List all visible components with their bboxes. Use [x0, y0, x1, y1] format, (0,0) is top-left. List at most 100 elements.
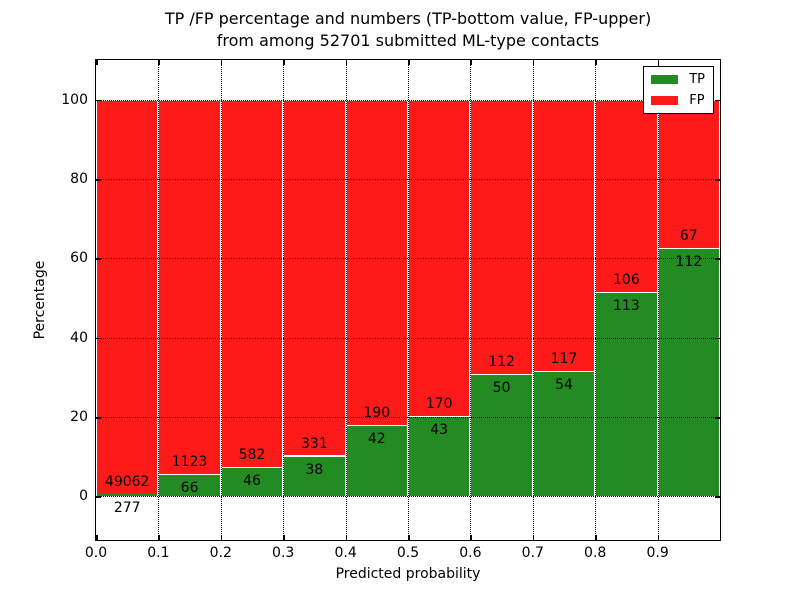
- tp-count-label-7: 54: [555, 377, 573, 394]
- gridline-y-0: [96, 496, 720, 498]
- x-tick-label-0.0: 0.0: [84, 545, 108, 561]
- y-tick-label-40: 40: [70, 329, 88, 346]
- gridline-x-0.1: [158, 60, 160, 540]
- bar-tp-2: [220, 467, 284, 497]
- ytick-right-100: [715, 99, 720, 102]
- bar-tp-4: [345, 424, 408, 497]
- y-tick-label-60: 60: [70, 250, 88, 267]
- legend-swatch-fp: [651, 96, 679, 105]
- x-tick-label-0.5: 0.5: [396, 545, 420, 561]
- xtick-top-0.2: [220, 60, 223, 65]
- bar-fp-9: [657, 99, 720, 249]
- legend-label-tp: TP: [689, 72, 705, 87]
- xtick-bottom-0.5: [408, 535, 410, 540]
- ytick-right-0: [715, 496, 720, 498]
- bar-tp-7: [532, 371, 596, 497]
- fp-count-label-7: 117: [550, 351, 578, 368]
- x-tick-label-0.8: 0.8: [584, 545, 607, 561]
- ytick-left-80: [96, 179, 101, 181]
- gridline-x-0.6: [470, 60, 472, 540]
- bar-fp-3: [283, 99, 346, 456]
- tp-count-label-1: 66: [180, 480, 199, 497]
- xtick-top-0.3: [283, 60, 285, 65]
- x-tick-label-0.4: 0.4: [334, 545, 357, 561]
- ytick-right-80: [715, 179, 720, 181]
- gridline-x-0.7: [532, 60, 534, 540]
- xtick-top-0.8: [595, 60, 597, 65]
- gridline-x-0.2: [220, 60, 222, 540]
- chart-title: TP /FP percentage and numbers (TP-bottom…: [96, 8, 720, 52]
- bar-fp-1: [158, 99, 221, 475]
- xtick-bottom-0.0: [96, 535, 98, 540]
- x-tick-label-0.2: 0.2: [209, 545, 232, 561]
- xtick-bottom-0.4: [345, 535, 348, 540]
- fp-count-label-1: 1123: [171, 454, 208, 471]
- bar-fp-0: [96, 99, 159, 495]
- legend-entry-fp: FP: [651, 93, 705, 108]
- gridline-y-20: [96, 417, 720, 419]
- xtick-top-0.9: [657, 60, 660, 65]
- gridline-y-40: [96, 337, 720, 339]
- xtick-bottom-0.1: [158, 535, 160, 540]
- tp-count-label-9: 112: [675, 254, 703, 271]
- x-tick-label-0.7: 0.7: [521, 545, 544, 561]
- fp-count-label-8: 106: [613, 271, 640, 288]
- bar-fp-4: [345, 99, 408, 425]
- bar-fp-6: [470, 99, 533, 374]
- tp-count-label-6: 50: [492, 379, 511, 396]
- tp-count-label-5: 43: [430, 422, 449, 439]
- xtick-bottom-0.2: [220, 535, 223, 540]
- bar-tp-8: [595, 291, 658, 497]
- x-tick-label-0.9: 0.9: [646, 545, 669, 561]
- ytick-right-40: [715, 337, 720, 340]
- y-tick-label-0: 0: [79, 488, 88, 505]
- ytick-right-20: [715, 417, 720, 419]
- x-tick-label-0.6: 0.6: [459, 545, 482, 561]
- chart-title-line2: from among 52701 submitted ML-type conta…: [216, 31, 600, 50]
- xtick-top-0.6: [470, 60, 472, 65]
- gridline-y-80: [96, 179, 720, 180]
- ytick-left-20: [96, 417, 101, 419]
- chart-title-line1: TP /FP percentage and numbers (TP-bottom…: [164, 9, 652, 28]
- ytick-left-60: [96, 258, 101, 260]
- xtick-top-0.4: [345, 60, 348, 65]
- ytick-left-100: [96, 99, 101, 102]
- gridline-y-60: [96, 258, 720, 260]
- y-tick-label-20: 20: [70, 409, 88, 426]
- gridline-x-0.3: [283, 60, 285, 540]
- fp-count-label-5: 170: [425, 396, 453, 413]
- y-tick-label-100: 100: [61, 91, 88, 108]
- plot-area: TP FP 49062 277 1123 66 582 46 331 38 190 42 170 43 1…: [95, 59, 721, 541]
- fp-count-label-9: 67: [679, 228, 698, 245]
- legend-entry-tp: TP: [651, 72, 705, 87]
- x-tick-label-0.1: 0.1: [147, 545, 170, 561]
- tp-count-label-4: 42: [367, 430, 386, 447]
- legend-swatch-tp: [651, 75, 679, 84]
- fp-count-label-0: 49062: [104, 474, 150, 491]
- x-axis-label: Predicted probability: [335, 566, 481, 582]
- y-tick-label-80: 80: [70, 171, 88, 187]
- bar-tp-5: [408, 416, 471, 497]
- gridline-x-0.8: [595, 60, 597, 540]
- xtick-top-0.1: [158, 60, 160, 65]
- xtick-top-0.0: [96, 60, 98, 65]
- xtick-bottom-0.3: [283, 535, 285, 540]
- ytick-left-40: [96, 337, 101, 340]
- xtick-bottom-0.6: [470, 535, 472, 540]
- gridline-x-0.4: [345, 60, 347, 540]
- tp-count-label-3: 38: [305, 461, 324, 478]
- tp-count-label-0: 277: [113, 500, 141, 517]
- bar-fp-8: [595, 99, 658, 292]
- bar-tp-0: [96, 494, 159, 497]
- xtick-top-0.7: [532, 60, 535, 65]
- ytick-left-0: [96, 496, 101, 498]
- fp-count-label-2: 582: [238, 447, 266, 464]
- gridline-x-0.5: [408, 60, 409, 540]
- y-axis-label: Percentage: [32, 260, 48, 340]
- xtick-top-0.5: [408, 60, 410, 65]
- legend-label-fp: FP: [689, 93, 705, 108]
- ytick-right-60: [715, 258, 720, 260]
- tp-count-label-8: 113: [613, 297, 640, 314]
- bar-fp-7: [532, 99, 596, 372]
